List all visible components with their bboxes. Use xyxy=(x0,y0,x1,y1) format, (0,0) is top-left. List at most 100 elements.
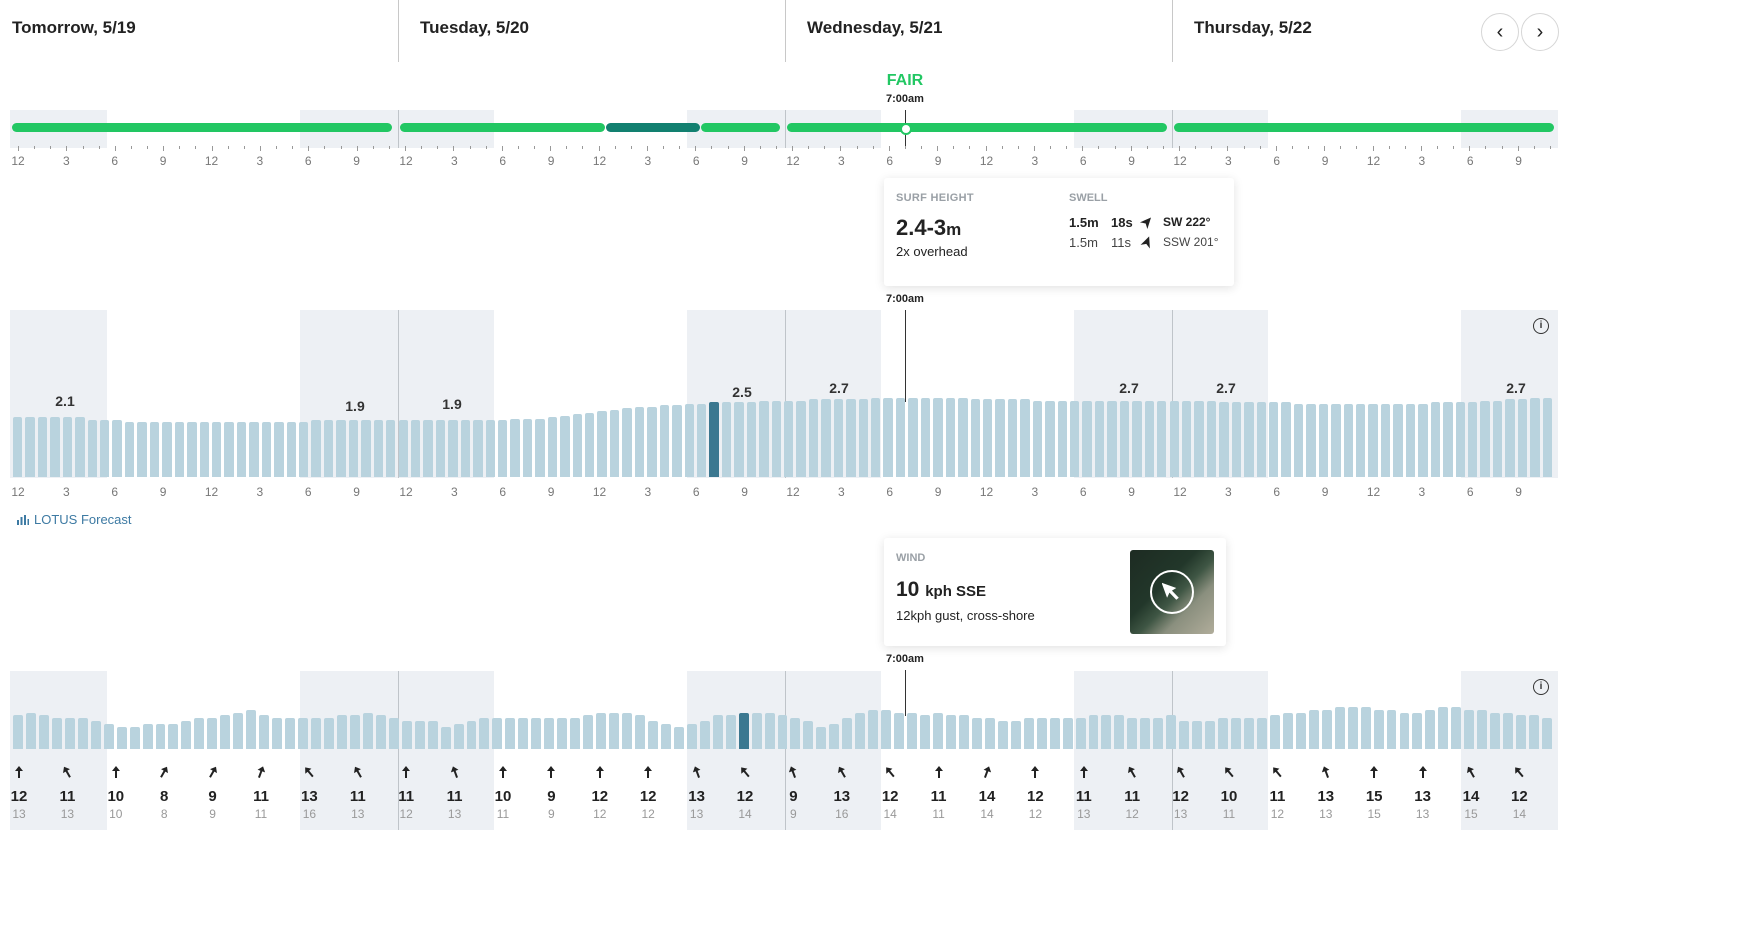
wind-bar[interactable] xyxy=(1049,718,1060,749)
surf-bar[interactable] xyxy=(1530,397,1540,477)
surf-bar[interactable] xyxy=(386,420,396,477)
surf-bar[interactable] xyxy=(871,397,881,477)
surf-bar[interactable] xyxy=(945,397,956,477)
surf-bar[interactable] xyxy=(1132,400,1142,477)
surf-bar[interactable] xyxy=(37,417,48,477)
surf-bar[interactable] xyxy=(796,400,806,477)
surf-bar[interactable] xyxy=(1094,400,1105,477)
wind-bar[interactable] xyxy=(557,718,568,749)
surf-bar[interactable] xyxy=(299,421,309,477)
surf-bar[interactable] xyxy=(199,421,209,477)
wind-bar[interactable] xyxy=(233,712,244,749)
surf-bar[interactable] xyxy=(958,397,968,477)
lotus-forecast-link[interactable]: LOTUS Forecast xyxy=(17,511,132,527)
surf-bar[interactable] xyxy=(112,420,122,477)
surf-bar[interactable] xyxy=(1318,403,1329,477)
surf-bar[interactable] xyxy=(1032,400,1043,477)
surf-bar[interactable] xyxy=(734,402,744,477)
wind-bar[interactable] xyxy=(272,718,283,749)
wind-bar[interactable] xyxy=(246,709,257,749)
surf-bar[interactable] xyxy=(1418,403,1428,477)
wind-bar[interactable] xyxy=(777,715,788,749)
wind-bar[interactable] xyxy=(25,712,36,749)
surf-bar[interactable] xyxy=(1057,400,1067,477)
wind-bar[interactable] xyxy=(142,723,153,749)
wind-bar[interactable] xyxy=(609,712,620,749)
surf-bar[interactable] xyxy=(497,420,508,477)
surf-bar[interactable] xyxy=(124,421,135,477)
surf-bar[interactable] xyxy=(1393,403,1403,477)
surf-bar[interactable] xyxy=(970,399,980,477)
wind-bar[interactable] xyxy=(1166,715,1177,749)
wind-bar[interactable] xyxy=(1192,721,1203,749)
surf-bar[interactable] xyxy=(709,402,719,477)
wind-bar[interactable] xyxy=(764,712,775,749)
surf-bar[interactable] xyxy=(1119,400,1130,477)
wind-bar[interactable] xyxy=(375,715,386,749)
surf-bar[interactable] xyxy=(808,399,819,477)
surf-bar[interactable] xyxy=(286,421,296,477)
wind-bar[interactable] xyxy=(259,715,270,749)
wind-bar[interactable] xyxy=(1438,707,1449,749)
wind-bar[interactable] xyxy=(453,723,464,749)
wind-bar[interactable] xyxy=(1140,718,1151,749)
wind-bar[interactable] xyxy=(790,718,801,749)
wind-bar[interactable] xyxy=(103,723,114,749)
wind-bar[interactable] xyxy=(1282,712,1293,749)
surf-bar[interactable] xyxy=(423,420,433,477)
wind-bar[interactable] xyxy=(1347,707,1358,749)
surf-bar[interactable] xyxy=(833,399,844,477)
rating-cursor-dot[interactable] xyxy=(900,123,912,135)
wind-bar[interactable] xyxy=(492,718,503,749)
surf-bar[interactable] xyxy=(1181,400,1192,477)
wind-bar[interactable] xyxy=(933,712,943,749)
wind-bar[interactable] xyxy=(1425,709,1436,749)
wind-bar[interactable] xyxy=(64,718,75,749)
wind-bar[interactable] xyxy=(194,718,205,749)
surf-bar[interactable] xyxy=(933,397,943,477)
wind-bar[interactable] xyxy=(725,715,736,749)
wind-bar[interactable] xyxy=(1036,718,1047,749)
surf-bar[interactable] xyxy=(1505,399,1515,477)
surf-bar[interactable] xyxy=(1467,402,1478,477)
surf-bar[interactable] xyxy=(274,421,284,477)
wind-bar[interactable] xyxy=(699,721,710,749)
surf-bar[interactable] xyxy=(1157,400,1167,477)
surf-bar[interactable] xyxy=(597,411,607,477)
wind-bar[interactable] xyxy=(660,723,671,749)
wind-bar[interactable] xyxy=(997,721,1008,749)
wind-bar[interactable] xyxy=(1218,718,1229,749)
wind-bar[interactable] xyxy=(958,715,969,749)
wind-bar[interactable] xyxy=(881,709,892,749)
wind-bar[interactable] xyxy=(181,721,192,749)
surf-bar[interactable] xyxy=(1455,402,1465,477)
wind-bar[interactable] xyxy=(401,721,412,749)
surf-bar[interactable] xyxy=(1405,403,1416,477)
wind-bar[interactable] xyxy=(51,718,62,749)
surf-bar[interactable] xyxy=(572,414,583,477)
surf-bar[interactable] xyxy=(1007,399,1018,477)
wind-bar[interactable] xyxy=(738,712,749,749)
surf-bar[interactable] xyxy=(920,397,931,477)
wind-bar[interactable] xyxy=(336,715,347,749)
wind-bar[interactable] xyxy=(116,726,127,749)
wind-bar[interactable] xyxy=(907,712,918,749)
surf-bar[interactable] xyxy=(672,405,682,477)
surf-bar[interactable] xyxy=(187,421,197,477)
surf-bar[interactable] xyxy=(473,420,483,477)
next-days-button[interactable]: › xyxy=(1521,13,1559,51)
info-icon[interactable]: i xyxy=(1533,679,1549,695)
surf-bar[interactable] xyxy=(435,420,446,477)
surf-bar[interactable] xyxy=(1231,402,1242,477)
wind-bar[interactable] xyxy=(414,721,425,749)
wind-bar[interactable] xyxy=(634,715,645,749)
wind-bar[interactable] xyxy=(1062,718,1073,749)
surf-bar[interactable] xyxy=(1256,402,1266,477)
wind-bar[interactable] xyxy=(1179,721,1190,749)
wind-bar[interactable] xyxy=(1321,709,1332,749)
wind-bar[interactable] xyxy=(1464,709,1475,749)
surf-bar[interactable] xyxy=(50,417,60,477)
wind-bar[interactable] xyxy=(570,718,581,749)
surf-bar[interactable] xyxy=(311,420,321,477)
surf-bar[interactable] xyxy=(746,402,757,477)
